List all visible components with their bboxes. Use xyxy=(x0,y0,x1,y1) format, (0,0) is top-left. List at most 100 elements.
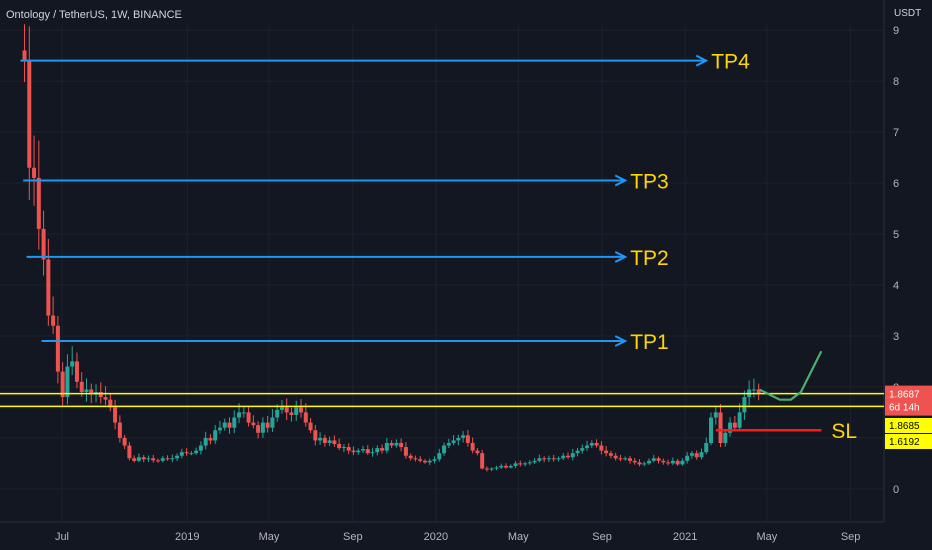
candle-body xyxy=(213,430,218,441)
candle-body xyxy=(346,447,351,451)
candle-body xyxy=(160,458,165,461)
candle-body xyxy=(165,458,170,460)
candle-body xyxy=(456,437,461,441)
candle-body xyxy=(565,455,570,458)
candle-body xyxy=(136,457,141,461)
currency-label: USDT xyxy=(894,8,922,19)
candle-body xyxy=(394,442,399,446)
candle-body xyxy=(270,417,275,428)
candle-body xyxy=(704,442,709,453)
candle-body xyxy=(341,447,346,449)
candle-body xyxy=(279,407,284,410)
candle-body xyxy=(251,422,256,426)
candle-body xyxy=(365,449,370,454)
candle-body xyxy=(256,425,261,433)
candle-body xyxy=(89,389,94,395)
candle-body xyxy=(232,417,237,428)
candle-body xyxy=(504,465,509,468)
candle-body xyxy=(670,460,675,464)
candle-body xyxy=(680,460,685,465)
candle-body xyxy=(170,458,175,460)
target-label: TP4 xyxy=(711,51,750,74)
candle-body xyxy=(113,407,118,423)
candle-body xyxy=(289,412,294,415)
candle-body xyxy=(299,407,304,413)
y-tick-label: 5 xyxy=(893,229,899,241)
candle-body xyxy=(203,437,208,446)
candle-body xyxy=(399,442,404,448)
forecast-path xyxy=(758,350,823,401)
x-tick-label: 2020 xyxy=(424,531,448,543)
candle-body xyxy=(389,442,394,446)
candle-body xyxy=(413,458,418,460)
candle-body xyxy=(284,407,289,413)
candle-body xyxy=(732,422,737,428)
y-tick-label: 0 xyxy=(893,484,899,496)
candle-body xyxy=(508,465,513,468)
candle-body xyxy=(475,450,480,454)
candle-body xyxy=(489,468,494,470)
candle-body xyxy=(723,432,728,443)
candle-body xyxy=(46,259,51,316)
candle-body xyxy=(217,427,222,431)
candle-body xyxy=(103,397,108,400)
candle-body xyxy=(451,440,456,443)
candle-body xyxy=(246,412,251,423)
candle-body xyxy=(632,460,637,463)
candle-body xyxy=(403,447,408,456)
candle-body xyxy=(580,448,585,451)
candle-body xyxy=(32,167,37,178)
candle-body xyxy=(237,412,242,418)
candle-body xyxy=(36,177,41,229)
candle-body xyxy=(108,399,113,408)
support-levels xyxy=(0,392,884,408)
level-price-badge xyxy=(885,434,932,449)
candle-body xyxy=(308,422,313,431)
candle-body xyxy=(465,435,470,443)
candle-body xyxy=(618,458,623,460)
candle-body xyxy=(422,460,427,463)
level-price-badge xyxy=(885,418,932,433)
candle-body xyxy=(675,460,680,465)
candle-body xyxy=(713,412,718,418)
candle-body xyxy=(356,450,361,453)
candle-body xyxy=(294,407,299,415)
candle-body xyxy=(737,412,742,428)
candle-body xyxy=(518,463,523,465)
y-tick-label: 8 xyxy=(893,76,899,88)
candle-body xyxy=(604,450,609,454)
chart-title: Ontology / TetherUS, 1W, BINANCE xyxy=(6,9,182,21)
candle-body xyxy=(446,442,451,446)
candle-body xyxy=(227,422,232,428)
candle-body xyxy=(313,430,318,441)
candle-body xyxy=(742,397,747,413)
x-tick-label: Jul xyxy=(55,531,69,543)
candle-body xyxy=(151,458,156,461)
candle-body xyxy=(275,409,280,418)
target-arrows[interactable]: TP4 TP3 TP2 TP1 SL xyxy=(20,51,857,444)
candle-body xyxy=(470,442,475,451)
candle-body xyxy=(175,455,180,459)
candle-body xyxy=(546,458,551,460)
candle-body xyxy=(27,60,32,168)
candle-body xyxy=(70,361,75,367)
candle-body xyxy=(699,452,704,458)
candle-body xyxy=(551,458,556,460)
candle-body xyxy=(561,455,566,459)
candle-body xyxy=(146,458,151,460)
candle-body xyxy=(198,445,203,451)
candle-body xyxy=(432,459,437,461)
candle-body xyxy=(74,361,79,382)
candle-body xyxy=(427,460,432,463)
x-tick-label: May xyxy=(259,531,280,543)
x-tick-label: May xyxy=(756,531,777,543)
candle-body xyxy=(637,462,642,465)
candle-body xyxy=(418,459,423,461)
candle-body xyxy=(127,445,132,459)
candle-body xyxy=(384,442,389,451)
candle-body xyxy=(327,440,332,443)
candle-body xyxy=(98,392,103,398)
candle-body xyxy=(499,465,504,468)
last-price-value: 1.8687 xyxy=(889,390,920,401)
